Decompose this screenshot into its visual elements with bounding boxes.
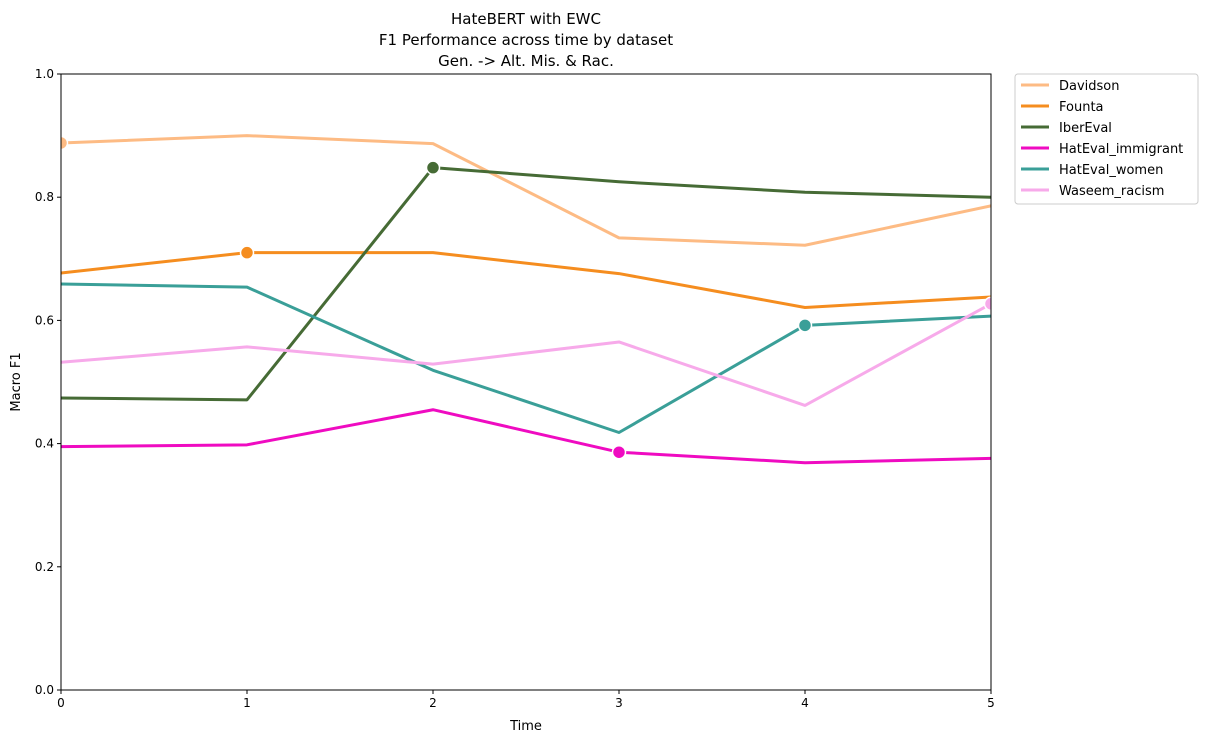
y-tick-label: 0.8 [35,190,54,204]
legend-label-hateval-women: HatEval_women [1059,163,1163,178]
y-tick-label: 1.0 [35,67,54,81]
x-tick-label: 5 [987,696,995,710]
chart-title-line-1: HateBERT with EWC [451,10,601,28]
y-tick-label: 0.0 [35,683,54,697]
legend-label-waseem-racism: Waseem_racism [1059,184,1164,199]
series-marker-founta [239,245,255,260]
series-line-waseem-racism [61,302,991,407]
y-axis-ticks: 0.0 0.2 0.4 0.6 0.8 1.0 [35,67,61,697]
y-tick-label: 0.4 [35,437,54,451]
plot-area [61,74,991,690]
series-marker-ibereval [425,160,441,175]
series-marker-waseem-racism [983,296,991,312]
x-axis-ticks: 0 1 2 3 4 5 [57,690,995,710]
x-tick-label: 0 [57,696,65,710]
x-axis-label: Time [509,719,542,734]
legend-frame [1014,73,1199,205]
series-line-founta [61,251,991,309]
series-marker-hateval-immigrant [611,444,627,460]
x-tick-label: 1 [243,696,251,710]
legend-label-davidson: Davidson [1059,79,1120,94]
chart-title-line-3: Gen. -> Alt. Mis. & Rac. [438,52,614,70]
series-marker-davidson [61,135,69,151]
series-line-hateval-women [61,282,991,435]
y-tick-label: 0.2 [35,560,54,574]
x-tick-label: 3 [615,696,623,710]
y-tick-label: 0.6 [35,313,54,327]
legend-label-hateval-immigrant: HatEval_immigrant [1059,142,1183,157]
plot-frame [60,73,992,691]
x-tick-label: 2 [429,696,437,710]
series-line-ibereval [61,166,991,402]
legend: Davidson Founta IberEval HatEval_immigrant H… [1014,73,1199,205]
legend-label-ibereval: IberEval [1059,121,1112,136]
series-line-hateval-immigrant [61,408,991,465]
series-line-davidson [61,134,991,247]
legend-label-founta: Founta [1059,100,1104,115]
series-marker-hateval-women [797,318,813,333]
y-axis-label: Macro F1 [9,352,24,411]
series-layer [61,134,991,465]
chart-title-line-2: F1 Performance across time by dataset [379,31,673,49]
x-tick-label: 4 [801,696,809,710]
marker-layer [61,135,991,460]
